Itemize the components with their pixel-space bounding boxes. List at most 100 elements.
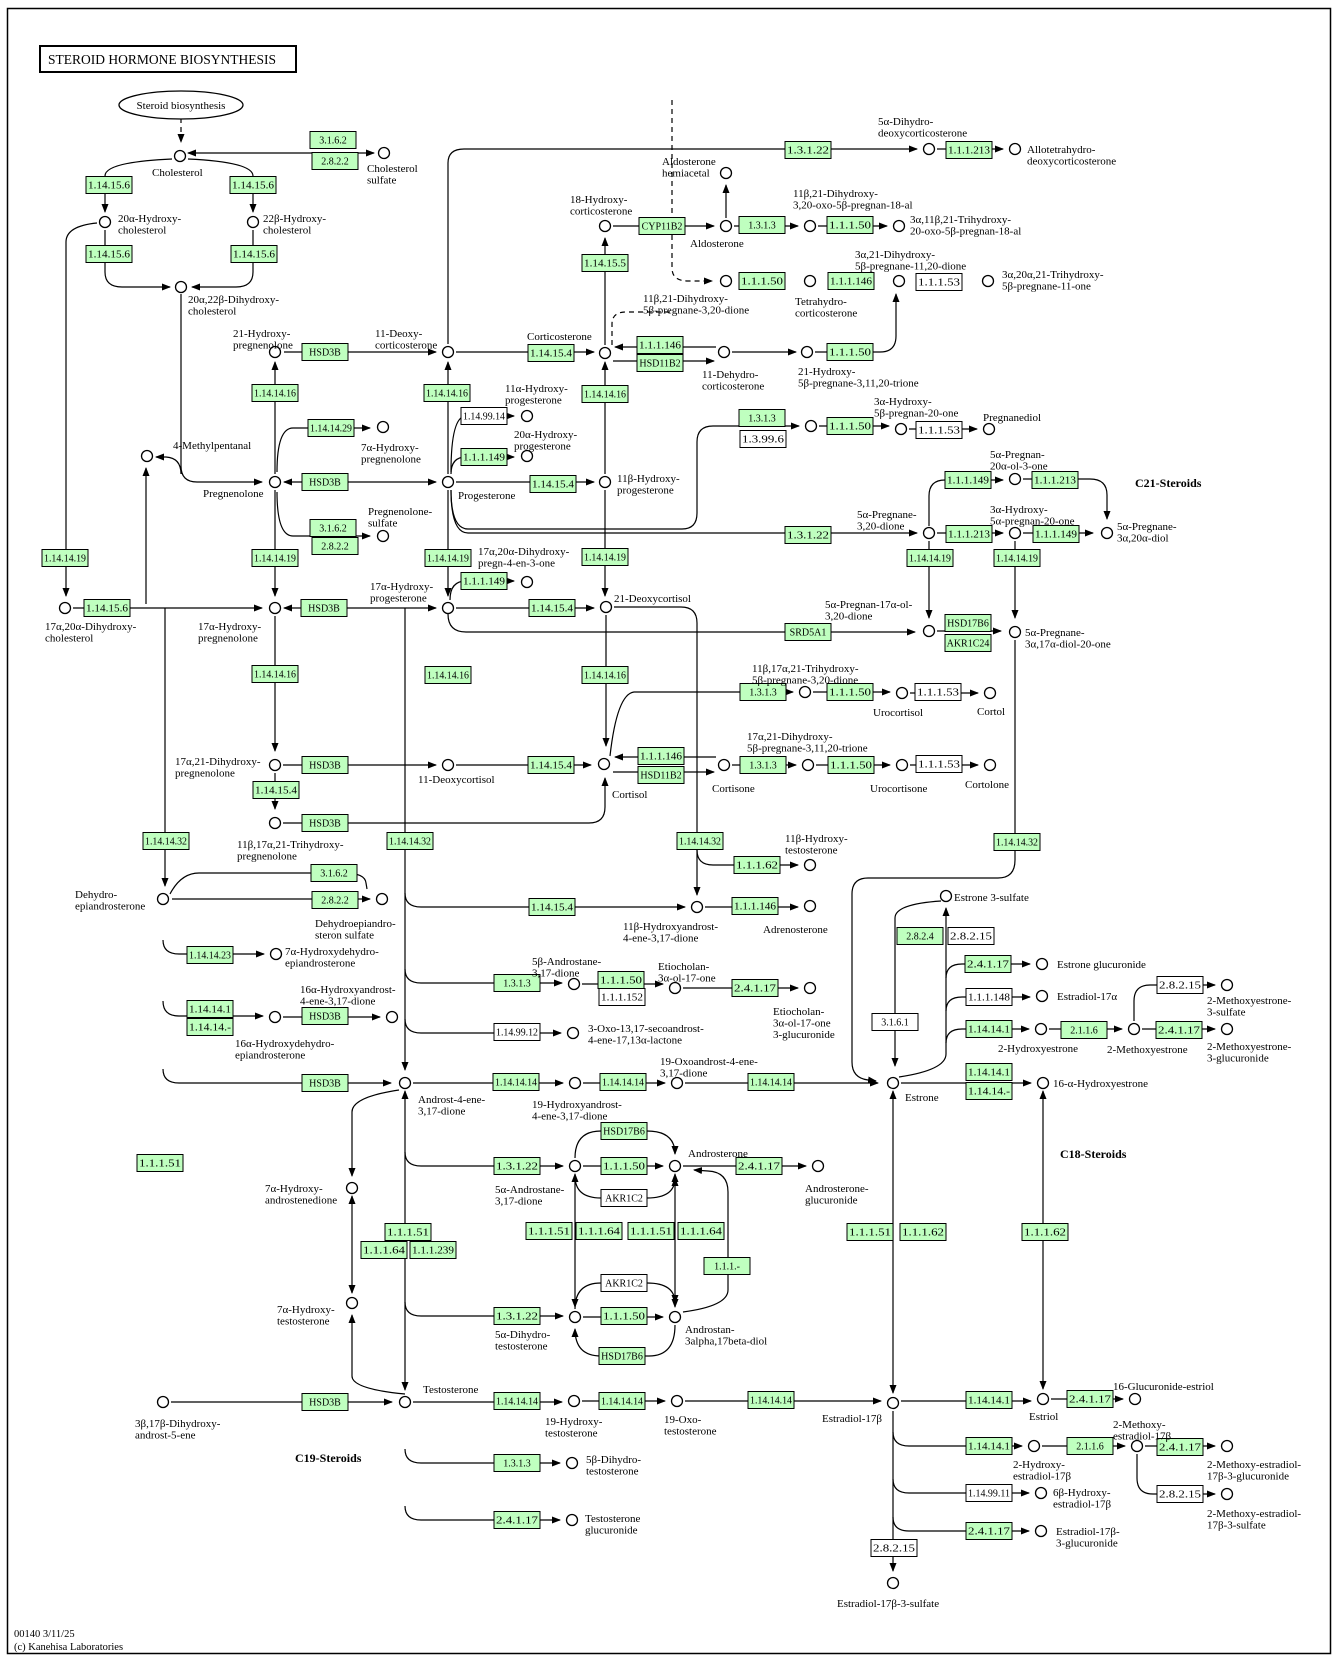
enzyme-box[interactable] — [83, 599, 131, 617]
enzyme-box[interactable] — [739, 756, 787, 774]
enzyme-box[interactable] — [301, 814, 349, 832]
enzyme-box[interactable] — [637, 766, 685, 784]
compound-node[interactable] — [520, 409, 534, 423]
enzyme-box[interactable] — [41, 549, 89, 567]
compound-node[interactable] — [1035, 957, 1049, 971]
compound-node[interactable] — [886, 1076, 900, 1090]
compound-node[interactable] — [803, 981, 817, 995]
compound-node[interactable] — [268, 758, 282, 772]
compound-node[interactable] — [892, 219, 906, 233]
enzyme-box[interactable] — [906, 549, 954, 567]
compound-node[interactable] — [568, 1159, 582, 1173]
enzyme-box[interactable] — [311, 891, 359, 909]
compound-node[interactable] — [1220, 978, 1234, 992]
compound-node[interactable] — [156, 1395, 170, 1409]
compound-node[interactable] — [922, 526, 936, 540]
enzyme-box[interactable] — [581, 548, 629, 566]
compound-node[interactable] — [803, 858, 817, 872]
enzyme-box[interactable] — [965, 1484, 1013, 1502]
enzyme-box[interactable] — [638, 217, 686, 235]
enzyme-box[interactable] — [493, 1157, 541, 1175]
compound-node[interactable] — [922, 142, 936, 156]
enzyme-box[interactable] — [251, 384, 299, 402]
enzyme-box[interactable] — [423, 384, 471, 402]
enzyme-box[interactable] — [733, 856, 781, 874]
enzyme-box[interactable] — [301, 343, 349, 361]
compound-node[interactable] — [565, 1513, 579, 1527]
enzyme-box[interactable] — [598, 1392, 646, 1410]
compound-node[interactable] — [441, 758, 455, 772]
enzyme-box[interactable] — [1066, 1437, 1114, 1455]
enzyme-box[interactable] — [311, 152, 359, 170]
enzyme-box[interactable] — [739, 683, 787, 701]
compound-node[interactable] — [1008, 472, 1022, 486]
compound-node[interactable] — [567, 1394, 581, 1408]
compound-node[interactable] — [719, 274, 733, 288]
compound-node[interactable] — [1035, 989, 1049, 1003]
compound-node[interactable] — [803, 219, 817, 233]
enzyme-box[interactable] — [85, 245, 133, 263]
compound-node[interactable] — [268, 1010, 282, 1024]
enzyme-box[interactable] — [915, 755, 963, 773]
compound-node[interactable] — [1130, 1439, 1144, 1453]
compound-node[interactable] — [268, 475, 282, 489]
enzyme-box[interactable] — [493, 1023, 541, 1041]
compound-node[interactable] — [567, 977, 581, 991]
enzyme-box[interactable] — [747, 1391, 795, 1409]
enzyme-box[interactable] — [731, 897, 779, 915]
enzyme-box[interactable] — [493, 974, 541, 992]
enzyme-box[interactable] — [1032, 525, 1080, 543]
enzyme-box[interactable] — [301, 756, 349, 774]
enzyme-box[interactable] — [525, 1222, 573, 1240]
enzyme-box[interactable] — [827, 756, 875, 774]
compound-node[interactable] — [1027, 1439, 1041, 1453]
enzyme-box[interactable] — [1156, 1438, 1204, 1456]
compound-node[interactable] — [398, 1076, 412, 1090]
enzyme-box[interactable] — [310, 864, 358, 882]
enzyme-box[interactable] — [915, 421, 963, 439]
compound-node[interactable] — [983, 686, 997, 700]
compound-node[interactable] — [598, 219, 612, 233]
compound-node[interactable] — [1034, 1524, 1048, 1538]
compound-node[interactable] — [895, 686, 909, 700]
compound-node[interactable] — [670, 1394, 684, 1408]
compound-node[interactable] — [268, 816, 282, 830]
enzyme-box[interactable] — [528, 599, 576, 617]
enzyme-box[interactable] — [945, 141, 993, 159]
compound-node[interactable] — [441, 345, 455, 359]
compound-node[interactable] — [376, 420, 390, 434]
compound-node[interactable] — [398, 1395, 412, 1409]
compound-node[interactable] — [803, 274, 817, 288]
compound-node[interactable] — [922, 624, 936, 638]
compound-node[interactable] — [803, 899, 817, 913]
compound-node[interactable] — [719, 166, 733, 180]
enzyme-box[interactable] — [300, 599, 348, 617]
enzyme-box[interactable] — [528, 898, 576, 916]
compound-node[interactable] — [268, 345, 282, 359]
enzyme-box[interactable] — [136, 1154, 184, 1172]
compound-node[interactable] — [1100, 526, 1114, 540]
enzyme-box[interactable] — [1155, 1021, 1203, 1039]
enzyme-box[interactable] — [527, 756, 575, 774]
enzyme-box[interactable] — [301, 1393, 349, 1411]
enzyme-box[interactable] — [965, 1522, 1013, 1540]
compound-node[interactable] — [939, 889, 953, 903]
compound-node[interactable] — [246, 215, 260, 229]
enzyme-box[interactable] — [636, 336, 684, 354]
compound-node[interactable] — [565, 1456, 579, 1470]
compound-node[interactable] — [1220, 1487, 1234, 1501]
enzyme-box[interactable] — [600, 1122, 648, 1140]
compound-node[interactable] — [377, 146, 391, 160]
compound-node[interactable] — [668, 981, 682, 995]
compound-node[interactable] — [173, 149, 187, 163]
compound-node[interactable] — [1220, 1439, 1234, 1453]
enzyme-box[interactable] — [252, 781, 300, 799]
compound-node[interactable] — [811, 1159, 825, 1173]
compound-node[interactable] — [568, 1310, 582, 1324]
enzyme-box[interactable] — [731, 979, 779, 997]
enzyme-box[interactable] — [747, 1073, 795, 1091]
compound-node[interactable] — [886, 1576, 900, 1590]
enzyme-box[interactable] — [944, 471, 992, 489]
enzyme-box[interactable] — [311, 537, 359, 555]
enzyme-box[interactable] — [826, 216, 874, 234]
